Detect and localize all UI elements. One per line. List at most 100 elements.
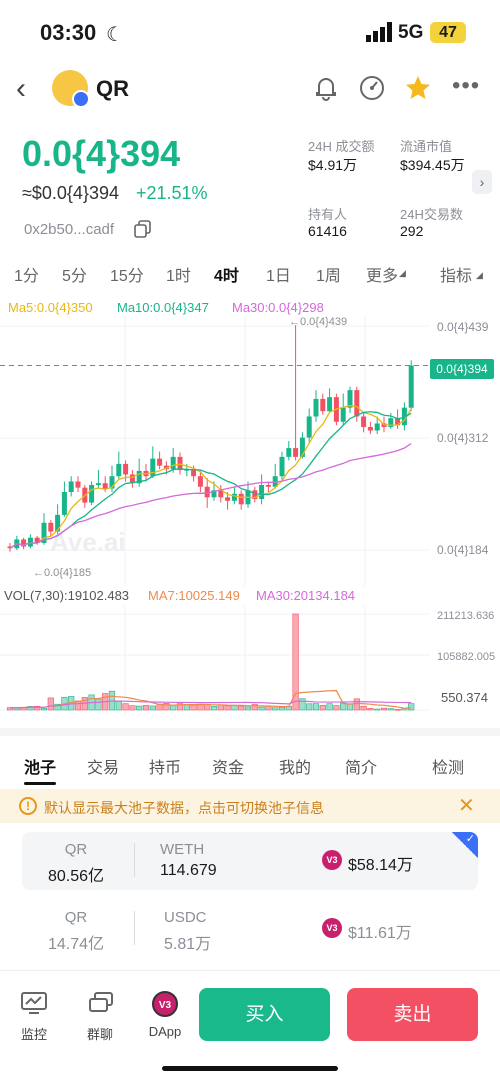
candle [150, 458, 156, 477]
close-icon[interactable]: ✕ [458, 795, 475, 817]
volume-ma7-line [9, 690, 412, 709]
candle [306, 416, 312, 438]
price-tick-mid: 0.0{4}312 [437, 431, 489, 445]
tf-1h[interactable]: 1时 [166, 268, 191, 285]
tf-4h[interactable]: 4时 [214, 268, 239, 285]
star-icon[interactable] [404, 74, 432, 102]
volume-bar [95, 698, 102, 711]
ma30-line [9, 443, 412, 549]
candle [252, 490, 258, 500]
dapp-icon[interactable]: V3 [152, 991, 178, 1017]
tab-funds[interactable]: 资金 [212, 760, 245, 777]
candle [320, 398, 326, 412]
volume-bar [176, 703, 184, 711]
pool2-divider [134, 911, 135, 945]
candle [123, 463, 129, 475]
candle [286, 448, 292, 457]
candle [388, 418, 394, 428]
back-icon[interactable]: ‹ [16, 72, 26, 105]
tab-holders[interactable]: 持币 [149, 760, 182, 777]
candle [48, 522, 54, 532]
volume-chart[interactable] [0, 606, 500, 716]
selected-check-icon [452, 832, 478, 858]
volume-bar [319, 705, 326, 711]
notice-banner[interactable] [0, 789, 500, 823]
monitor-icon[interactable] [21, 992, 47, 1014]
candle [361, 416, 367, 428]
volume-bar [27, 706, 34, 711]
more-icon[interactable]: ••• [452, 72, 481, 99]
pool1-token-a: QR [64, 841, 88, 858]
volume-bar [408, 703, 415, 711]
candle [225, 497, 231, 501]
notice-text[interactable]: 默认显示最大池子数据，点击可切换池子信息 [44, 800, 324, 816]
candle [55, 514, 61, 532]
tf-1m[interactable]: 1分 [14, 268, 39, 285]
current-price: 0.0{4}394 [22, 133, 181, 174]
tab-check[interactable]: 检测 [432, 760, 465, 777]
tf-more[interactable]: 更多 [366, 268, 399, 285]
volume-bar [360, 705, 367, 711]
uniswap-v3-icon-2: V3 [322, 918, 342, 938]
candle [340, 407, 346, 422]
volume-bar [238, 705, 245, 711]
uniswap-v3-icon: V3 [322, 850, 342, 870]
tab-mine[interactable]: 我的 [279, 760, 312, 777]
copy-icon[interactable] [134, 220, 152, 238]
bell-icon[interactable] [312, 74, 340, 102]
monitor-label[interactable]: 监控 [20, 1027, 47, 1042]
tab-trades[interactable]: 交易 [87, 760, 120, 777]
group-chat-icon[interactable] [88, 992, 114, 1014]
volume-ma30-line [9, 700, 412, 709]
candle [129, 474, 135, 484]
candle [238, 493, 244, 505]
candle [21, 539, 27, 547]
group-chat-label[interactable]: 群聊 [86, 1027, 113, 1042]
stat-value-mcap: $394.45万 [400, 157, 465, 173]
candle [327, 397, 333, 412]
tf-5m[interactable]: 5分 [62, 268, 87, 285]
ma5-legend: Ma5:0.0{4}350 [8, 300, 93, 315]
vol-ma30-legend: MA30:20134.184 [256, 588, 356, 603]
dapp-label[interactable]: DApp [148, 1024, 182, 1039]
tab-intro[interactable]: 简介 [345, 760, 378, 777]
volume-bar [190, 704, 197, 711]
buy-button[interactable]: 买入 [199, 988, 330, 1041]
warning-icon: ! [19, 797, 37, 815]
candle [313, 398, 319, 417]
volume-bar [380, 707, 388, 711]
tf-indicators[interactable]: 指标 [440, 268, 473, 285]
candle [136, 470, 142, 484]
volume-bar [54, 703, 61, 711]
tf-15m[interactable]: 15分 [110, 268, 144, 285]
pool2-token-a: QR [64, 909, 88, 926]
pool2-amount-b: 5.81万 [164, 936, 212, 953]
vol-tick-mid: 105882.005 [437, 651, 496, 663]
token-logo [52, 70, 90, 108]
active-tab-indicator [24, 782, 56, 785]
candle [279, 456, 285, 477]
price-tick-high: 0.0{4}439 [437, 320, 489, 334]
candle [231, 493, 237, 501]
tab-pools[interactable]: 池子 [24, 760, 57, 777]
candle [367, 427, 373, 431]
candle [204, 486, 210, 498]
tf-1w[interactable]: 1周 [316, 268, 341, 285]
pool2-token-b: USDC [164, 909, 207, 926]
signal-icon [366, 22, 392, 42]
price-chart[interactable] [0, 316, 500, 586]
tf-1d[interactable]: 1日 [266, 268, 291, 285]
candle [293, 448, 299, 457]
vol-tick-low: 550.374 [441, 690, 488, 705]
candle [75, 481, 81, 488]
vol-tick-high: 211213.636 [437, 610, 495, 622]
candle [197, 476, 203, 487]
expand-chevron-icon[interactable]: › [472, 170, 492, 194]
volume-bar [326, 703, 333, 711]
high-marker: ←0.0{4}439 [289, 316, 348, 328]
candle [408, 365, 414, 408]
usd-price: ≈$0.0{4}394 [22, 183, 119, 203]
sell-button[interactable]: 卖出 [347, 988, 478, 1041]
gauge-icon[interactable] [358, 74, 386, 102]
pool-row-selected[interactable] [22, 832, 478, 890]
